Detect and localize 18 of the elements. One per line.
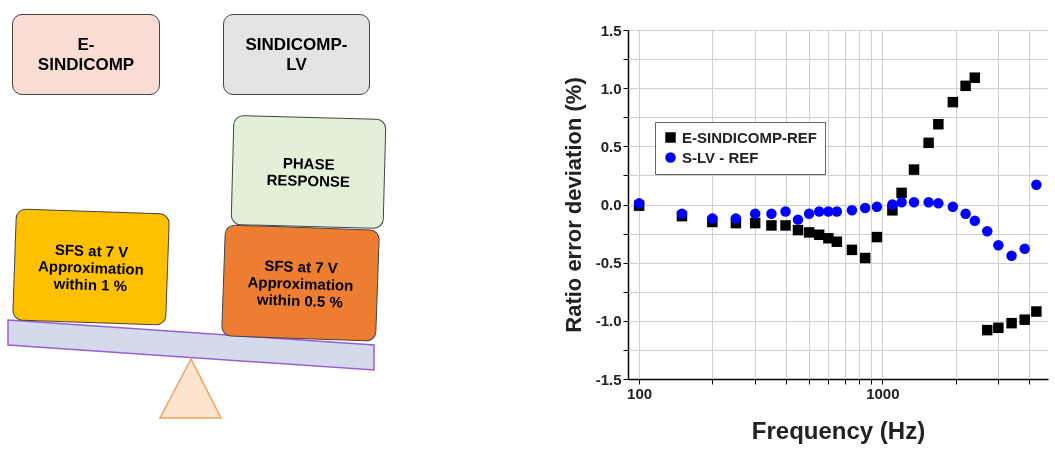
y-tick-label: 1.5 [600, 21, 622, 39]
text: PHASE RESPONSE [230, 115, 387, 229]
y-tick-label: 0.0 [600, 196, 622, 213]
y-tick-label: 1.0 [600, 79, 622, 97]
y-tick-label: -1.5 [595, 370, 622, 388]
x-tick-label: 1000 [866, 384, 900, 402]
y-tick-label: -0.5 [595, 254, 622, 272]
legend-label: E-SINDICOMP-REF [682, 128, 817, 146]
text: SINDICOMP- LV [223, 14, 370, 95]
x-tick-label: 100 [627, 384, 653, 402]
text: SFS at 7 V Approximation within 1 % [12, 208, 170, 326]
text: E- SINDICOMP [12, 14, 160, 95]
y-tick-label: -1.0 [595, 312, 622, 330]
text: SFS at 7 V Approximation within 0.5 % [221, 224, 380, 342]
y-axis-title: Ratio error deviation (%) [560, 77, 586, 333]
x-axis-title: Frequency (Hz) [751, 416, 926, 444]
y-tick-label: 0.5 [600, 137, 622, 155]
legend-label: S-LV - REF [682, 148, 759, 166]
